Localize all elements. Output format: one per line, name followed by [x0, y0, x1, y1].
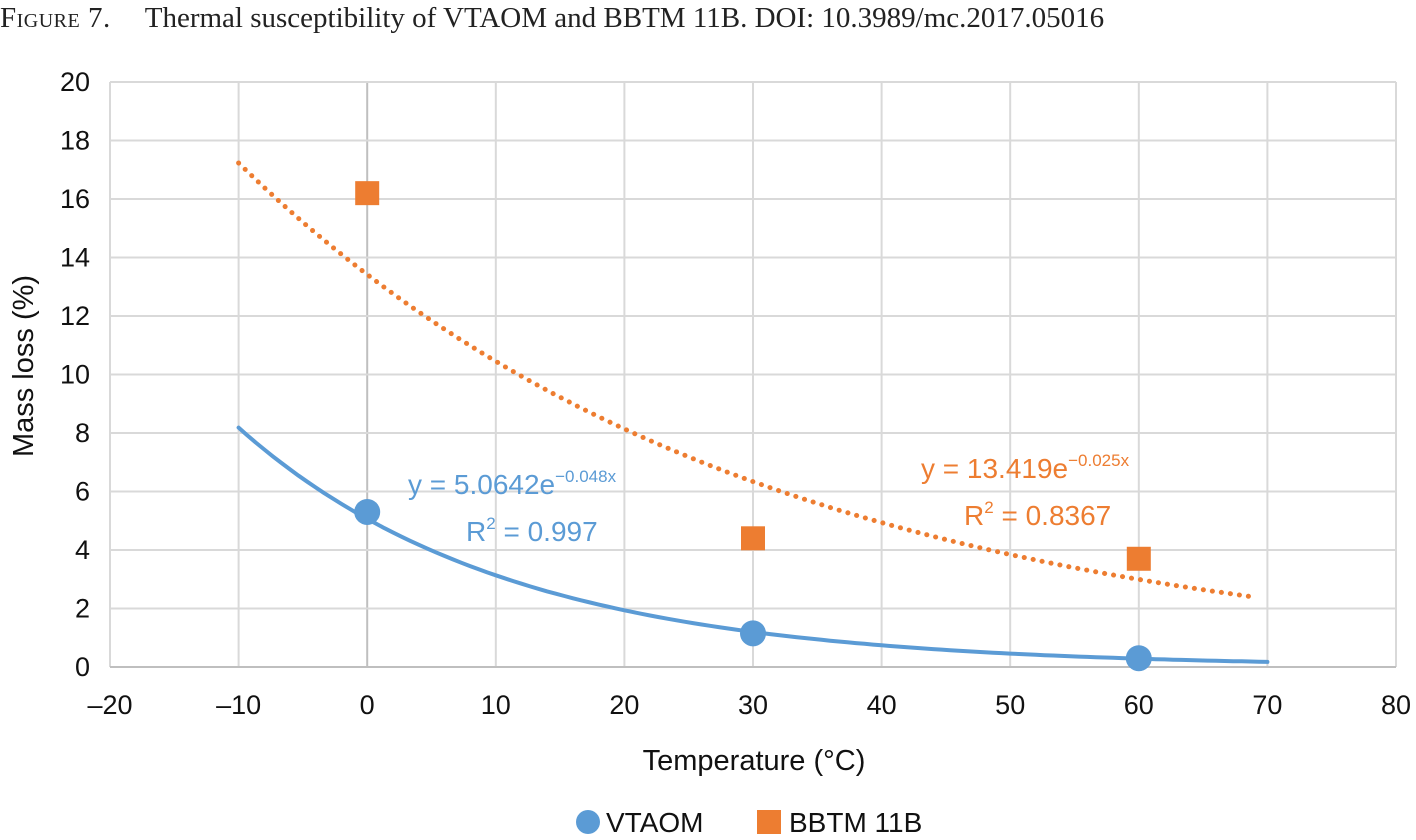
legend-bbtm-label: BBTM 11B — [789, 807, 922, 838]
y-tick-label: 16 — [60, 184, 90, 214]
legend-vtaom-marker — [576, 810, 600, 834]
bbtm-data-point — [741, 526, 765, 550]
x-tick-label: 40 — [867, 690, 897, 720]
y-tick-label: 4 — [75, 535, 90, 565]
x-tick-label: 10 — [481, 690, 511, 720]
x-tick-label: 60 — [1124, 690, 1154, 720]
y-axis-title: Mass loss (%) — [8, 275, 40, 457]
legend-vtaom-label: VTAOM — [606, 807, 703, 838]
bbtm-r2-label: R — [964, 500, 984, 531]
x-tick-label: –20 — [87, 690, 132, 720]
grid — [110, 82, 1396, 667]
bbtm-equation-exponent: −0.025x — [1068, 451, 1129, 470]
vtaom-r-squared: R2 = 0.997 — [466, 514, 598, 547]
legend: VTAOM BBTM 11B — [576, 807, 922, 838]
bbtm-data-point — [1127, 547, 1151, 571]
y-tick-label: 12 — [60, 301, 90, 331]
x-tick-label: –10 — [216, 690, 261, 720]
x-axis-title: Temperature (°C) — [643, 745, 866, 777]
bbtm-trendline-equation: y = 13.419e−0.025x — [921, 451, 1130, 484]
bbtm-data-point — [355, 181, 379, 205]
y-tick-label: 18 — [60, 126, 90, 156]
y-tick-label: 10 — [60, 360, 90, 390]
vtaom-data-point — [740, 620, 766, 646]
x-tick-label: 20 — [609, 690, 639, 720]
bbtm-equation-base: y = 13.419e — [921, 453, 1068, 484]
bbtm-r-squared: R2 = 0.8367 — [964, 498, 1111, 531]
vtaom-trendline-equation: y = 5.0642e−0.048x — [408, 467, 617, 500]
x-tick-label: 0 — [360, 690, 375, 720]
x-tick-label: 80 — [1381, 690, 1411, 720]
vtaom-data-point — [1126, 645, 1152, 671]
vtaom-r2-sup: 2 — [486, 514, 495, 533]
y-tick-label: 14 — [60, 243, 90, 273]
y-tick-label: 6 — [75, 477, 90, 507]
y-tick-label: 2 — [75, 594, 90, 624]
y-tick-label: 20 — [60, 67, 90, 97]
x-tick-label: 50 — [995, 690, 1025, 720]
y-tick-label: 8 — [75, 418, 90, 448]
x-tick-label: 30 — [738, 690, 768, 720]
vtaom-equation-exponent: −0.048x — [555, 467, 616, 486]
legend-bbtm-marker — [757, 810, 781, 834]
x-tick-label: 70 — [1252, 690, 1282, 720]
bbtm-r2-sup: 2 — [984, 498, 993, 517]
vtaom-r2-label: R — [466, 516, 486, 547]
bbtm-r2-value: = 0.8367 — [994, 500, 1112, 531]
vtaom-equation-base: y = 5.0642e — [408, 469, 555, 500]
vtaom-r2-value: = 0.997 — [496, 516, 598, 547]
chart: –20 –10 0 10 20 30 40 50 60 70 80 0 2 4 6 8 10 12 14 16 18 20… — [0, 0, 1416, 840]
tick-labels: –20 –10 0 10 20 30 40 50 60 70 80 0 2 4 6 8 10 12 14 16 18 20 — [60, 67, 1411, 720]
y-tick-label: 0 — [75, 652, 90, 682]
vtaom-data-point — [354, 499, 380, 525]
